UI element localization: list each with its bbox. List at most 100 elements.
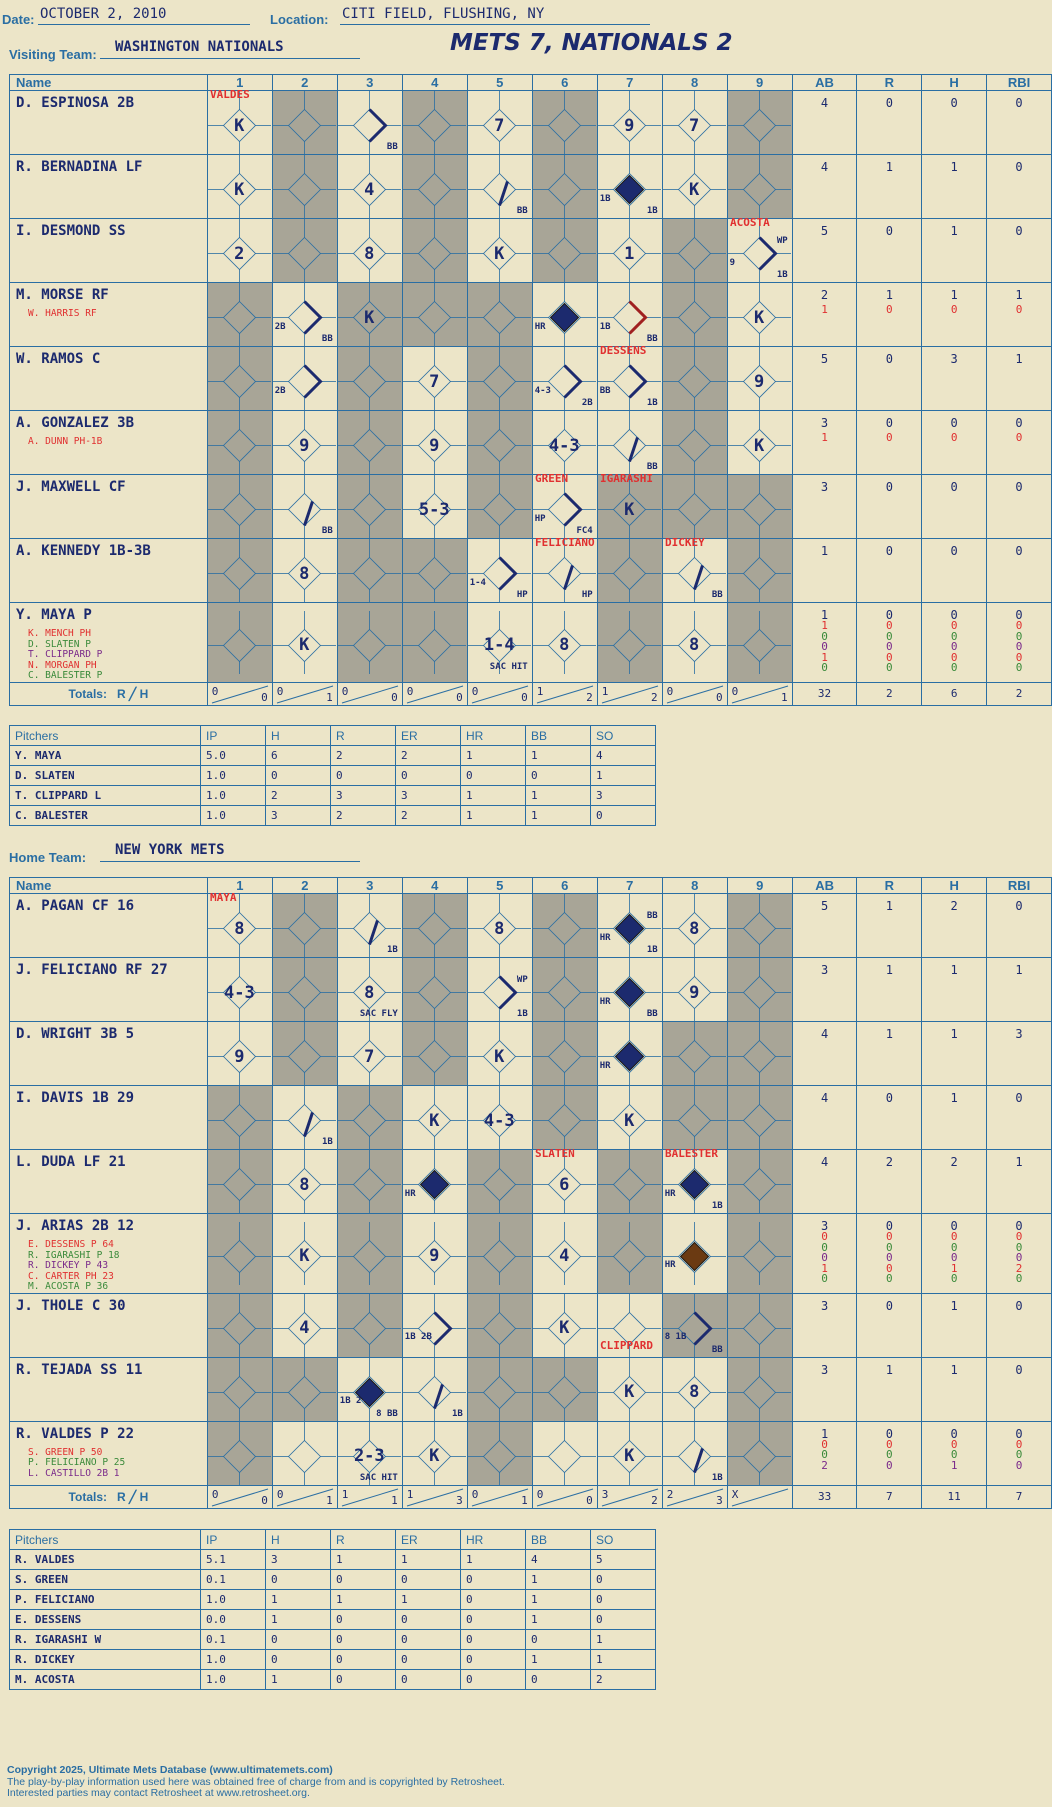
stat-header-r: R <box>856 877 923 894</box>
stat-value: 1 <box>1015 963 1023 977</box>
stat-value: 1 <box>950 1458 958 1472</box>
diamond-icon <box>402 219 466 282</box>
diamond-icon <box>207 1150 271 1213</box>
play-result: K <box>494 1046 505 1067</box>
substitute-name: M. ACOSTA P 36 <box>28 1281 109 1292</box>
pitcher-stat: 0 <box>330 1649 396 1670</box>
diamond-icon <box>272 219 336 282</box>
diamond-icon <box>727 283 791 346</box>
inning-cell <box>661 474 728 539</box>
stat-value: 0 <box>950 544 958 558</box>
inning-header-8: 8 <box>661 74 728 91</box>
inning-cell <box>206 602 273 683</box>
batter-name-cell: D. ESPINOSA 2B <box>9 90 208 155</box>
pitcher-stat: 3 <box>590 785 656 806</box>
inning-cell: 4-3 2B <box>531 346 598 411</box>
pitcher-stat: 0 <box>395 1569 461 1590</box>
hit-note: 4-3 <box>534 385 551 396</box>
pitcher-name: Y. MAYA <box>9 745 201 766</box>
stat-value: 0 <box>886 629 893 643</box>
pitcher-stat: 1.0 <box>200 1669 266 1690</box>
batter-name-cell: L. DUDA LF 21 <box>9 1149 208 1214</box>
inning-cell <box>206 538 273 603</box>
pitcher-col-header: SO <box>590 725 656 746</box>
pitcher-col-header: ER <box>395 725 461 746</box>
inning-cell <box>206 1149 273 1214</box>
totals-row: Totals: R ╱ H 0 0 0 1 1 1 1 3 0 1 0 0 3 2 2 3 X 33 7 11 7 <box>9 1484 1052 1509</box>
pitcher-stat: 0 <box>265 765 331 786</box>
pitcher-stat: 2 <box>590 1669 656 1690</box>
play-result: 9 <box>754 371 765 392</box>
pitching-change-note: BALESTER <box>665 1147 718 1160</box>
play-result: 9 <box>234 1046 245 1067</box>
extra-note: BB <box>646 910 658 921</box>
stat-value: 0 <box>885 480 893 494</box>
pitcher-stat: 0 <box>590 1569 656 1590</box>
inning-header-5: 5 <box>466 74 533 91</box>
inning-hits: 2 <box>651 690 658 704</box>
pitcher-stat: 0 <box>395 765 461 786</box>
stat-value: 0 <box>1015 1230 1023 1243</box>
batter-row: W. RAMOS C 2B 7 4-3 2B BB 1B 9 5 0 3 1 <box>9 346 1052 411</box>
pitcher-col-header: H <box>265 1529 331 1550</box>
stat-value: 0 <box>950 1230 958 1243</box>
location-label: Location: <box>270 12 329 27</box>
stat-value: 0 <box>950 96 958 110</box>
diamond-icon <box>727 1150 791 1213</box>
stat-cell: 1 <box>986 957 1052 1022</box>
diamond-icon <box>337 1421 401 1485</box>
play-result: K <box>429 1110 440 1131</box>
pitcher-name: M. ACOSTA <box>9 1669 201 1690</box>
pitching-change-note: DICKEY <box>665 536 705 549</box>
stat-cell: 0 <box>986 538 1052 603</box>
stat-value: 0 <box>1015 1091 1023 1105</box>
stat-value: 3 <box>1015 1027 1023 1041</box>
inning-runs: 0 <box>341 684 349 698</box>
stat-value: 0 <box>821 1272 828 1285</box>
inning-cell: 7 <box>401 346 468 411</box>
stat-value: 0 <box>950 661 958 674</box>
stat-header-r: R <box>856 74 923 91</box>
totals-row: Totals: R ╱ H 0 0 0 1 0 0 0 0 0 0 1 2 1 2 0 0 0 1 32 2 6 2 <box>9 681 1052 706</box>
stat-value: 0 <box>821 661 828 674</box>
pitcher-stat: 1 <box>460 805 526 826</box>
pitcher-col-header: ER <box>395 1529 461 1550</box>
stat-value: 4 <box>820 1027 829 1041</box>
diamond-icon <box>337 91 401 154</box>
inning-cell <box>401 602 468 683</box>
diamond-icon <box>662 1293 726 1357</box>
diamond-icon <box>727 219 791 282</box>
batter-name: W. RAMOS C <box>16 351 101 367</box>
stat-value: 0 <box>1015 96 1023 110</box>
pitching-change-note: FELICIANO <box>535 536 595 549</box>
inning-cell <box>336 474 403 539</box>
diamond-icon <box>662 1150 726 1213</box>
play-result: 5-3 <box>418 499 450 520</box>
pitcher-stat: 1 <box>395 1549 461 1570</box>
stat-value: 0 <box>1015 1219 1023 1233</box>
diamond-icon <box>272 1221 336 1285</box>
pitcher-stat: 1 <box>265 1609 331 1630</box>
pitcher-stat: 1 <box>265 1589 331 1610</box>
pitcher-stat: 1.0 <box>200 785 266 806</box>
play-result: 2 <box>234 243 245 264</box>
diamond-icon <box>662 347 726 410</box>
stat-total-cell: 32 <box>791 681 858 706</box>
diamond-icon <box>337 1293 401 1357</box>
pitcher-stat: 2 <box>395 745 461 766</box>
diamond-icon <box>597 219 661 282</box>
stat-value: 0 <box>1015 224 1023 238</box>
batter-row: L. DUDA LF 21 8 HR 6 HR 1B 4 2 2 1 <box>9 1149 1052 1214</box>
diamond-icon <box>402 539 466 602</box>
diamond-icon <box>337 1221 401 1285</box>
inning-header-1: 1 <box>206 74 273 91</box>
inning-cell: HR <box>401 1149 468 1214</box>
total-slash <box>211 685 268 703</box>
pitcher-name: C. BALESTER <box>9 805 201 826</box>
diamond-icon <box>662 1022 726 1085</box>
stat-value: 0 <box>821 1240 828 1254</box>
inning-runs: 0 <box>276 684 284 698</box>
play-result: 9 <box>689 982 700 1003</box>
